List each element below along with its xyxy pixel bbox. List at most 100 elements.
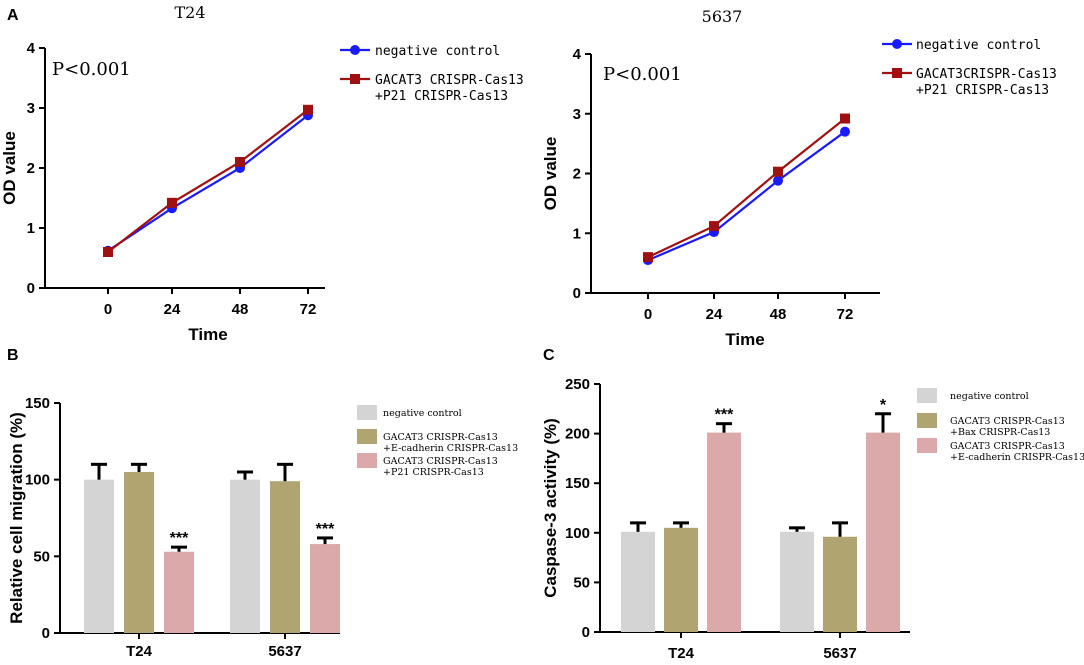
legend-swatch bbox=[917, 388, 937, 403]
legend-label: +E-cadherin CRISPR-Cas13 bbox=[383, 443, 518, 454]
bar bbox=[621, 531, 655, 632]
series-line bbox=[647, 117, 846, 259]
y-axis-label: OD value bbox=[541, 137, 560, 211]
y-tick-label: 3 bbox=[573, 106, 581, 123]
data-point bbox=[103, 247, 113, 257]
bar bbox=[84, 479, 114, 633]
y-tick-label: 250 bbox=[565, 376, 590, 393]
y-axis-label: Relative cell migration (%) bbox=[7, 412, 26, 624]
x-tick-label: T24 bbox=[668, 645, 695, 662]
legend-label: GACAT3 CRISPR-Cas13 bbox=[375, 73, 524, 88]
data-point bbox=[303, 104, 313, 115]
significance-label: *** bbox=[715, 407, 734, 424]
data-point bbox=[773, 175, 783, 186]
legend-swatch bbox=[917, 413, 937, 428]
legend-swatch bbox=[357, 405, 377, 420]
x-tick-label: 5637 bbox=[268, 643, 301, 660]
y-tick-label: 200 bbox=[565, 426, 590, 443]
legend-swatch bbox=[357, 453, 377, 468]
data-point bbox=[840, 113, 850, 124]
legend-swatch bbox=[917, 438, 937, 453]
x-tick-label: 24 bbox=[164, 301, 181, 318]
x-tick-label: T24 bbox=[126, 643, 153, 660]
y-tick-label: 50 bbox=[33, 548, 50, 565]
x-tick-label: 0 bbox=[104, 301, 112, 318]
bar bbox=[124, 472, 154, 633]
panel-label: A bbox=[7, 7, 19, 24]
y-tick-label: 2 bbox=[27, 160, 35, 177]
legend-label: GACAT3CRISPR-Cas13 bbox=[916, 67, 1057, 82]
legend-marker bbox=[350, 74, 360, 84]
panel-label: C bbox=[543, 347, 555, 364]
y-tick-label: 100 bbox=[25, 472, 50, 489]
legend-label: negative control bbox=[375, 44, 500, 59]
legend-label: GACAT3 CRISPR-Cas13 bbox=[950, 441, 1065, 452]
x-tick-label: 24 bbox=[706, 306, 723, 323]
bar bbox=[164, 551, 194, 633]
y-tick-label: 4 bbox=[573, 46, 582, 63]
significance-label: * bbox=[880, 397, 887, 414]
x-axis-label: Time bbox=[725, 330, 764, 349]
x-tick-label: 5637 bbox=[823, 645, 856, 662]
p-value-annotation: P<0.001 bbox=[603, 64, 682, 85]
y-axis-label: Caspase-3 activity (%) bbox=[541, 418, 560, 598]
legend-label: +P21 CRISPR-Cas13 bbox=[375, 89, 508, 104]
y-tick-label: 50 bbox=[573, 574, 590, 591]
p-value-annotation: P<0.001 bbox=[52, 59, 131, 80]
series-line bbox=[107, 114, 309, 252]
chart-title: T24 bbox=[174, 3, 205, 22]
legend-label: GACAT3 CRISPR-Cas13 bbox=[383, 456, 498, 467]
legend-marker bbox=[892, 68, 902, 78]
legend-label: negative control bbox=[383, 408, 462, 419]
y-tick-label: 0 bbox=[42, 625, 50, 642]
y-tick-label: 1 bbox=[27, 220, 35, 237]
bar bbox=[310, 544, 340, 633]
y-tick-label: 150 bbox=[565, 475, 590, 492]
data-point bbox=[167, 197, 177, 208]
bar bbox=[866, 432, 900, 632]
data-point bbox=[709, 221, 719, 232]
y-tick-label: 0 bbox=[582, 624, 590, 641]
panel-label: B bbox=[7, 347, 19, 364]
legend-label: +Bax CRISPR-Cas13 bbox=[950, 427, 1050, 438]
x-axis-label: Time bbox=[188, 325, 227, 344]
y-axis-label: OD value bbox=[0, 131, 19, 205]
bar bbox=[707, 432, 741, 632]
x-tick-label: 0 bbox=[644, 306, 652, 323]
legend-label: GACAT3 CRISPR-Cas13 bbox=[383, 432, 498, 443]
x-tick-label: 72 bbox=[837, 306, 854, 323]
y-tick-label: 3 bbox=[27, 100, 35, 117]
significance-label: *** bbox=[170, 530, 189, 547]
chart-title: 5637 bbox=[702, 7, 743, 26]
y-tick-label: 100 bbox=[565, 525, 590, 542]
bar bbox=[230, 479, 260, 633]
significance-label: *** bbox=[316, 521, 335, 538]
bar bbox=[270, 481, 300, 633]
data-point bbox=[235, 157, 245, 167]
y-tick-label: 0 bbox=[573, 285, 581, 302]
bar bbox=[664, 527, 698, 632]
y-tick-label: 150 bbox=[25, 395, 50, 412]
x-tick-label: 48 bbox=[770, 306, 787, 323]
x-tick-label: 48 bbox=[232, 301, 249, 318]
legend-label: +P21 CRISPR-Cas13 bbox=[383, 467, 484, 478]
y-tick-label: 4 bbox=[27, 40, 36, 57]
legend-label: negative control bbox=[950, 391, 1029, 402]
data-point bbox=[773, 166, 783, 177]
y-tick-label: 0 bbox=[27, 280, 35, 297]
legend-label: GACAT3 CRISPR-Cas13 bbox=[950, 416, 1065, 427]
y-tick-label: 2 bbox=[573, 166, 581, 183]
legend-marker bbox=[892, 39, 902, 49]
legend-swatch bbox=[357, 429, 377, 444]
legend-marker bbox=[350, 45, 360, 55]
y-tick-label: 1 bbox=[573, 225, 581, 242]
data-point bbox=[840, 126, 850, 137]
data-point bbox=[643, 252, 653, 263]
legend-label: negative control bbox=[916, 38, 1041, 53]
x-tick-label: 72 bbox=[300, 301, 317, 318]
bar bbox=[780, 531, 814, 632]
legend-label: +E-cadherin CRISPR-Cas13 bbox=[950, 452, 1084, 463]
bar bbox=[823, 536, 857, 632]
series-line bbox=[107, 108, 309, 253]
